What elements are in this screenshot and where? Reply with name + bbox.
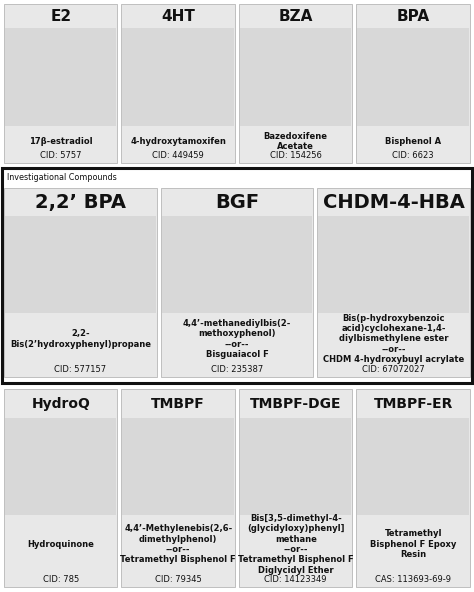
- Text: Bis[3,5-dimethyl-4-
(glycidyloxy)phenyl]
methane
--or--
Tetramethyl Bisphenol F
: Bis[3,5-dimethyl-4- (glycidyloxy)phenyl]…: [238, 514, 354, 575]
- FancyBboxPatch shape: [356, 4, 470, 163]
- FancyBboxPatch shape: [317, 188, 470, 377]
- FancyBboxPatch shape: [121, 4, 235, 163]
- Text: TMBPF: TMBPF: [151, 397, 205, 411]
- Text: 4,4’-Methylenebis(2,6-
dimethylphenol)
--or--
Tetramethyl Bisphenol F: 4,4’-Methylenebis(2,6- dimethylphenol) -…: [120, 525, 236, 564]
- FancyBboxPatch shape: [319, 216, 469, 313]
- Text: CID: 154256: CID: 154256: [270, 151, 322, 160]
- Text: 2,2’ BPA: 2,2’ BPA: [35, 193, 126, 212]
- FancyBboxPatch shape: [122, 28, 234, 126]
- Text: E2: E2: [50, 9, 71, 24]
- FancyBboxPatch shape: [5, 419, 117, 515]
- Text: 17β-estradiol: 17β-estradiol: [29, 137, 92, 146]
- FancyBboxPatch shape: [356, 389, 470, 587]
- FancyBboxPatch shape: [357, 419, 469, 515]
- FancyBboxPatch shape: [4, 389, 118, 587]
- FancyBboxPatch shape: [5, 28, 117, 126]
- Text: Bazedoxifene
Acetate: Bazedoxifene Acetate: [264, 132, 328, 152]
- FancyBboxPatch shape: [122, 419, 234, 515]
- FancyBboxPatch shape: [239, 4, 353, 163]
- FancyBboxPatch shape: [2, 168, 472, 383]
- Text: CID: 785: CID: 785: [43, 575, 79, 584]
- Text: CID: 79345: CID: 79345: [155, 575, 201, 584]
- Text: CAS: 113693-69-9: CAS: 113693-69-9: [375, 575, 451, 584]
- Text: CID: 6623: CID: 6623: [392, 151, 434, 160]
- FancyBboxPatch shape: [162, 216, 312, 313]
- Text: Bisphenol A: Bisphenol A: [385, 137, 441, 146]
- Text: 2,2-
Bis(2’hydroxyphenyl)propane: 2,2- Bis(2’hydroxyphenyl)propane: [10, 329, 151, 349]
- FancyBboxPatch shape: [121, 389, 235, 587]
- Text: CHDM-4-HBA: CHDM-4-HBA: [323, 193, 465, 212]
- FancyBboxPatch shape: [4, 4, 118, 163]
- Text: CID: 14123349: CID: 14123349: [264, 575, 327, 584]
- Text: 4HT: 4HT: [161, 9, 195, 24]
- Text: CID: 5757: CID: 5757: [40, 151, 82, 160]
- Text: Bis(p-hydroxybenzoic
acid)cyclohexane-1,4-
diylbismethylene ester
--or--
CHDM 4-: Bis(p-hydroxybenzoic acid)cyclohexane-1,…: [323, 314, 465, 364]
- FancyBboxPatch shape: [240, 28, 352, 126]
- Text: BZA: BZA: [279, 9, 313, 24]
- FancyBboxPatch shape: [239, 389, 353, 587]
- Text: HydroQ: HydroQ: [31, 397, 90, 411]
- Text: TMBPF-ER: TMBPF-ER: [374, 397, 453, 411]
- FancyBboxPatch shape: [161, 188, 313, 377]
- Text: Investigational Compounds: Investigational Compounds: [7, 173, 117, 182]
- Text: Hydroquinone: Hydroquinone: [27, 540, 94, 549]
- FancyBboxPatch shape: [357, 28, 469, 126]
- Text: CID: 577157: CID: 577157: [54, 365, 106, 374]
- Text: 4-hydroxytamoxifen: 4-hydroxytamoxifen: [130, 137, 226, 146]
- Text: Tetramethyl
Bisphenol F Epoxy
Resin: Tetramethyl Bisphenol F Epoxy Resin: [370, 529, 456, 559]
- Text: 4,4’-methanediylbis(2-
methoxyphenol)
--or--
Bisguaiacol F: 4,4’-methanediylbis(2- methoxyphenol) --…: [183, 318, 291, 359]
- FancyBboxPatch shape: [4, 188, 157, 377]
- Text: BPA: BPA: [397, 9, 430, 24]
- FancyBboxPatch shape: [240, 419, 352, 515]
- Text: BGF: BGF: [215, 193, 259, 212]
- FancyBboxPatch shape: [5, 216, 155, 313]
- Text: CID: 449459: CID: 449459: [152, 151, 204, 160]
- Text: TMBPF-DGE: TMBPF-DGE: [250, 397, 341, 411]
- Text: CID: 235387: CID: 235387: [211, 365, 263, 374]
- Text: CID: 67072027: CID: 67072027: [362, 365, 425, 374]
